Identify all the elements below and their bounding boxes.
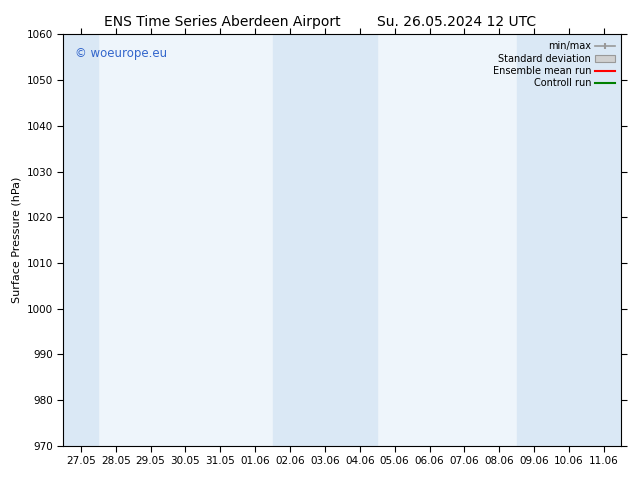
Y-axis label: Surface Pressure (hPa): Surface Pressure (hPa) — [11, 177, 21, 303]
Bar — [273, 34, 377, 446]
Bar — [517, 34, 621, 446]
Bar — [63, 34, 98, 446]
Text: © woeurope.eu: © woeurope.eu — [75, 47, 167, 60]
Legend: min/max, Standard deviation, Ensemble mean run, Controll run: min/max, Standard deviation, Ensemble me… — [491, 39, 616, 90]
Text: Su. 26.05.2024 12 UTC: Su. 26.05.2024 12 UTC — [377, 15, 536, 29]
Text: ENS Time Series Aberdeen Airport: ENS Time Series Aberdeen Airport — [103, 15, 340, 29]
